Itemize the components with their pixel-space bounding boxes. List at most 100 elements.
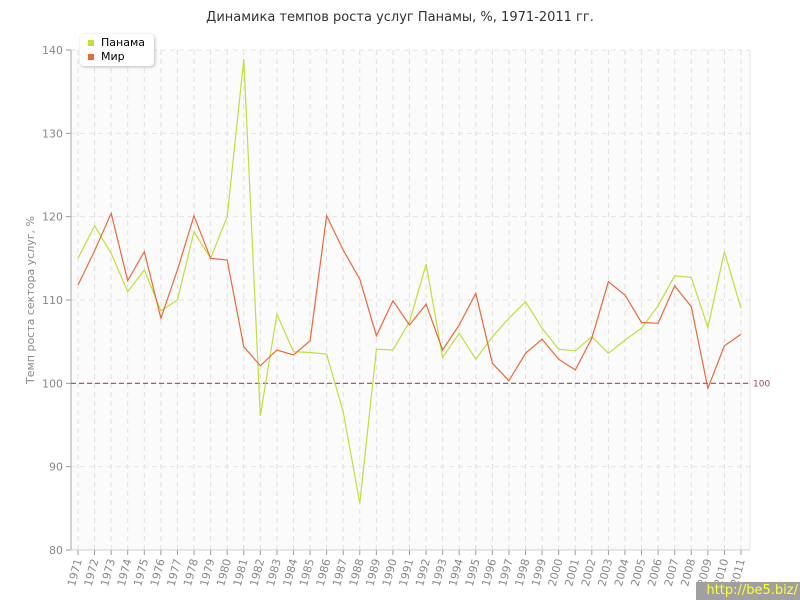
data-point xyxy=(275,349,278,352)
data-point xyxy=(358,502,361,505)
data-point xyxy=(242,345,245,348)
data-point xyxy=(425,303,428,306)
data-point xyxy=(325,353,328,356)
data-point xyxy=(740,307,743,310)
data-point xyxy=(77,257,80,260)
data-point xyxy=(110,252,113,255)
legend-swatch xyxy=(88,54,94,60)
data-point xyxy=(657,322,660,325)
data-point xyxy=(425,263,428,266)
data-point xyxy=(193,214,196,217)
data-point xyxy=(491,362,494,365)
data-point xyxy=(292,354,295,357)
data-point xyxy=(524,352,527,355)
data-point xyxy=(342,410,345,413)
data-point xyxy=(375,334,378,337)
y-tick-label: 130 xyxy=(42,127,63,140)
data-point xyxy=(342,249,345,252)
data-point xyxy=(623,294,626,297)
data-point xyxy=(474,358,477,361)
data-point xyxy=(93,224,96,227)
legend: Панама Мир xyxy=(80,34,154,66)
data-point xyxy=(193,230,196,233)
legend-item-panama[interactable]: Панама xyxy=(88,36,145,50)
data-point xyxy=(706,387,709,390)
data-point xyxy=(408,324,411,327)
data-point xyxy=(226,215,229,218)
data-point xyxy=(557,358,560,361)
data-point xyxy=(640,321,643,324)
data-point xyxy=(358,278,361,281)
data-point xyxy=(176,299,179,302)
data-point xyxy=(93,249,96,252)
legend-swatch xyxy=(88,40,94,46)
data-point xyxy=(325,214,328,217)
data-point xyxy=(557,348,560,351)
y-axis-label: Темп роста сектора услуг, % xyxy=(24,216,37,385)
data-point xyxy=(458,332,461,335)
data-point xyxy=(723,344,726,347)
data-point xyxy=(176,269,179,272)
data-point xyxy=(673,284,676,287)
data-point xyxy=(259,414,262,417)
data-point xyxy=(143,269,146,272)
data-point xyxy=(474,292,477,295)
data-point xyxy=(640,327,643,330)
data-point xyxy=(690,305,693,308)
data-point xyxy=(574,369,577,372)
data-point xyxy=(491,335,494,338)
data-point xyxy=(441,349,444,352)
legend-label: Мир xyxy=(101,50,125,63)
legend-item-world[interactable]: Мир xyxy=(88,50,125,64)
data-point xyxy=(723,250,726,253)
data-point xyxy=(623,339,626,342)
y-tick-label: 140 xyxy=(42,44,63,57)
data-point xyxy=(275,313,278,316)
data-point xyxy=(143,250,146,253)
data-point xyxy=(507,379,510,382)
data-point xyxy=(441,356,444,359)
watermark-link[interactable]: http://be5.biz/ xyxy=(696,582,800,600)
data-point xyxy=(77,284,80,287)
data-point xyxy=(607,280,610,283)
data-point xyxy=(159,317,162,320)
chart-title: Динамика темпов роста услуг Панамы, %, 1… xyxy=(206,10,594,25)
data-point xyxy=(110,212,113,215)
data-point xyxy=(574,349,577,352)
data-point xyxy=(507,317,510,320)
y-tick-label: 100 xyxy=(42,377,63,390)
data-point xyxy=(242,58,245,61)
y-tick-label: 110 xyxy=(42,294,63,307)
data-point xyxy=(706,326,709,329)
series-line-panama xyxy=(77,59,742,504)
data-point xyxy=(226,259,229,262)
data-point xyxy=(524,300,527,303)
data-point xyxy=(657,304,660,307)
data-point xyxy=(309,351,312,354)
data-point xyxy=(259,364,262,367)
data-point xyxy=(126,279,129,282)
data-point xyxy=(375,348,378,351)
reference-line-label: 100 xyxy=(753,379,770,389)
data-point xyxy=(391,299,394,302)
plot-background xyxy=(71,50,750,550)
data-point xyxy=(391,349,394,352)
data-point xyxy=(541,327,544,330)
data-point xyxy=(673,274,676,277)
y-tick-label: 80 xyxy=(49,544,63,557)
data-point xyxy=(590,337,593,340)
data-point xyxy=(309,339,312,342)
series-line-world xyxy=(77,211,742,391)
data-point xyxy=(209,257,212,260)
data-point xyxy=(292,350,295,353)
data-point xyxy=(458,324,461,327)
data-point xyxy=(740,333,743,336)
data-point xyxy=(690,276,693,279)
data-point xyxy=(126,290,129,293)
data-point xyxy=(541,338,544,341)
legend-label: Панама xyxy=(101,36,145,49)
y-tick-label: 120 xyxy=(42,211,63,224)
y-tick-label: 90 xyxy=(49,461,63,474)
data-point xyxy=(607,352,610,355)
